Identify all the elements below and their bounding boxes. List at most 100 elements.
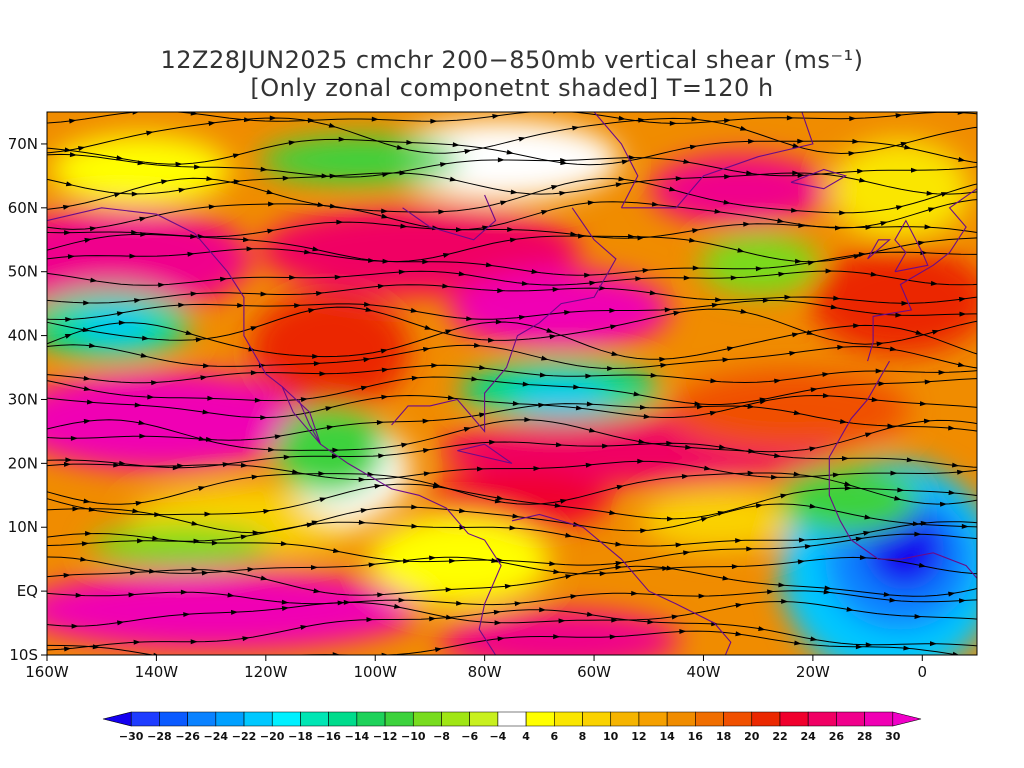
streamline-arrow xyxy=(650,372,658,378)
streamline-arrow xyxy=(75,592,83,598)
streamline-arrow xyxy=(88,343,97,348)
streamline-arrow xyxy=(260,166,268,172)
coastline xyxy=(867,239,891,260)
lon-tick-label: 160W xyxy=(25,663,69,681)
streamline-arrow xyxy=(615,560,623,566)
streamline-arrow xyxy=(463,427,472,432)
streamline-arrow xyxy=(959,311,967,317)
streamline-arrow xyxy=(507,227,515,233)
coastline xyxy=(867,188,977,362)
colorbar-swatch xyxy=(102,711,132,727)
streamline-arrow xyxy=(718,444,727,450)
streamline-arrow xyxy=(216,658,223,663)
streamline-arrow xyxy=(194,164,202,170)
streamline-arrow xyxy=(628,155,636,161)
streamline-arrow xyxy=(887,423,895,429)
streamline-arrow xyxy=(711,302,719,308)
colorbar-swatch xyxy=(130,711,160,727)
streamline-arrow xyxy=(254,397,262,403)
streamline-arrow xyxy=(158,282,166,288)
coastline xyxy=(391,207,617,433)
streamline-arrow xyxy=(139,216,147,222)
streamline-arrow xyxy=(552,287,560,293)
streamline-arrow xyxy=(506,149,514,155)
streamline-arrow xyxy=(198,486,206,491)
streamline xyxy=(47,117,977,155)
streamline-arrow xyxy=(726,346,735,352)
streamline-arrow xyxy=(903,645,911,651)
streamline-arrow xyxy=(914,531,922,537)
streamline-arrow xyxy=(491,558,499,563)
streamline-arrow xyxy=(449,176,458,182)
streamline-arrow xyxy=(161,179,169,185)
colorbar-swatch xyxy=(695,711,724,727)
streamline xyxy=(47,609,977,651)
streamline-arrow xyxy=(489,439,497,445)
streamline-arrow xyxy=(541,210,549,215)
streamline-arrow xyxy=(509,237,518,243)
streamline-arrow xyxy=(640,528,648,534)
streamline-arrow xyxy=(195,337,203,343)
streamline-arrow xyxy=(423,471,431,477)
lon-tick-label: 40W xyxy=(687,663,721,681)
streamline-arrow xyxy=(131,191,139,197)
colorbar-label: 22 xyxy=(772,730,787,743)
streamline-arrow xyxy=(206,176,214,182)
lat-tick-label: 50N xyxy=(8,263,38,281)
streamline-arrow xyxy=(381,367,389,373)
streamline-arrow xyxy=(510,189,518,195)
streamline-arrow xyxy=(895,312,903,318)
colorbar-label: −30 xyxy=(119,730,144,743)
streamline-arrow xyxy=(793,410,802,416)
lat-tick-label: 70N xyxy=(8,135,38,153)
coastline xyxy=(828,360,977,579)
streamline-arrow xyxy=(70,435,78,441)
streamline-arrow xyxy=(715,297,723,303)
streamline-arrow xyxy=(496,495,504,501)
streamline-arrow xyxy=(924,224,932,230)
streamline-arrow xyxy=(251,474,259,480)
streamline-arrow xyxy=(129,253,137,259)
streamline-arrow xyxy=(377,592,385,598)
streamline-arrow xyxy=(762,297,770,303)
streamline-arrow xyxy=(791,207,799,213)
colorbar-swatch xyxy=(666,711,696,727)
streamline-arrow xyxy=(837,344,845,350)
streamline-arrow xyxy=(190,233,198,239)
streamline-arrow xyxy=(485,262,494,268)
streamline-arrow xyxy=(585,462,593,468)
streamline xyxy=(47,403,977,441)
streamline-arrow xyxy=(360,385,369,391)
streamline-arrow xyxy=(643,414,651,420)
streamline-arrow xyxy=(797,138,805,144)
streamline-arrow xyxy=(524,417,532,423)
streamline-arrow xyxy=(153,652,161,655)
streamline-arrow xyxy=(371,116,379,122)
streamline-arrow xyxy=(424,325,432,330)
streamline-arrow xyxy=(948,425,956,431)
streamline-arrow xyxy=(797,173,805,179)
streamline-arrow xyxy=(430,118,438,124)
map-title-line-2: [Only zonal componetnt shaded] T=120 h xyxy=(250,74,774,102)
streamline-arrow xyxy=(439,162,448,168)
streamline-arrow xyxy=(250,326,258,332)
streamline-arrow xyxy=(951,462,960,468)
streamline-arrow xyxy=(512,513,520,519)
streamline-arrow xyxy=(929,641,937,647)
streamline-arrow xyxy=(758,626,766,632)
streamline-arrow xyxy=(549,561,557,567)
streamline-arrow xyxy=(871,397,879,403)
streamline-arrow xyxy=(747,470,755,476)
streamline-arrow xyxy=(609,634,617,640)
colorbar-label: 4 xyxy=(522,730,530,743)
lon-tick-label: 20W xyxy=(796,663,830,681)
streamline-arrow xyxy=(411,523,419,529)
streamline-arrow xyxy=(675,542,683,548)
streamline-arrow xyxy=(242,636,250,642)
streamline-arrow xyxy=(83,300,91,306)
streamline-arrow xyxy=(175,161,183,167)
streamline-arrow xyxy=(147,394,155,400)
streamline-arrow xyxy=(880,221,888,226)
streamline-arrow xyxy=(190,112,198,116)
streamline-arrow xyxy=(401,442,409,448)
